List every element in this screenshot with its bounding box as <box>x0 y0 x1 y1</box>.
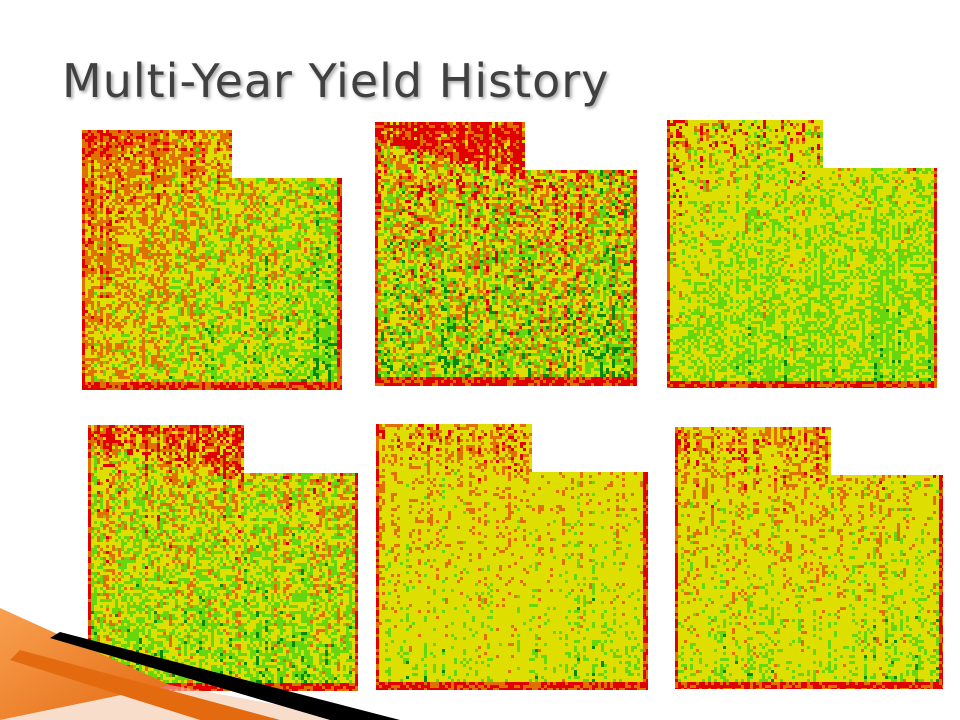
yield-map-3 <box>667 120 937 388</box>
decorative-arrow <box>0 608 400 720</box>
yield-map-4 <box>88 425 358 691</box>
yield-map-6 <box>675 427 943 689</box>
yield-map-5 <box>376 424 648 690</box>
slide-title: Multi-Year Yield History <box>62 54 610 108</box>
yield-map-1 <box>82 130 342 390</box>
yield-map-2 <box>375 122 637 386</box>
